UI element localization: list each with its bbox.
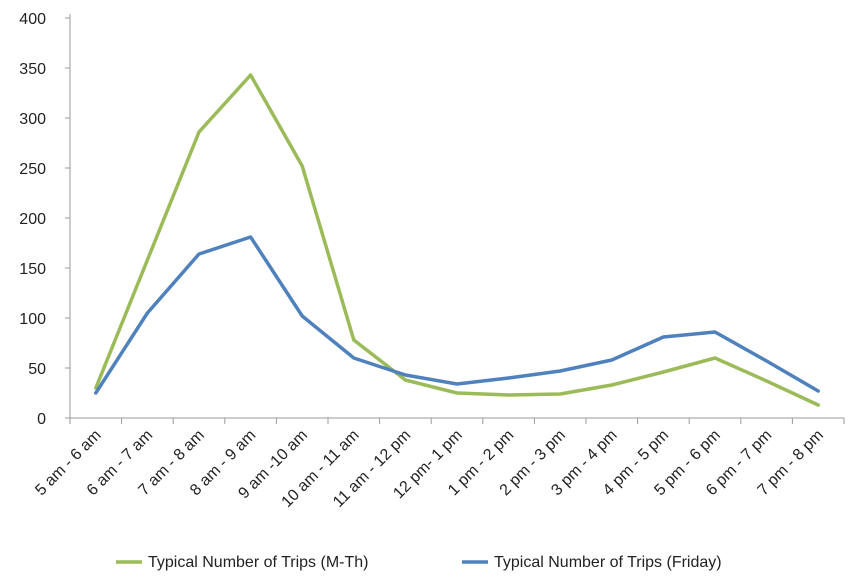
series-line-2 — [94, 235, 820, 395]
y-tick-label: 250 — [19, 161, 46, 178]
y-tick-label: 150 — [19, 261, 46, 278]
y-tick-label: 300 — [19, 111, 46, 128]
legend-label-1: Typical Number of Trips (M-Th) — [148, 554, 368, 571]
series-lines — [94, 73, 820, 407]
x-axis-ticks: 5 am - 6 am6 am - 7 am7 am - 8 am8 am - … — [32, 427, 827, 511]
legend: Typical Number of Trips (M-Th) Typical Nu… — [116, 554, 722, 571]
series-line-1 — [94, 73, 820, 407]
axes — [65, 14, 845, 424]
y-tick-label: 350 — [19, 61, 46, 78]
legend-label-2: Typical Number of Trips (Friday) — [494, 554, 722, 571]
y-tick-label: 200 — [19, 211, 46, 228]
y-tick-label: 100 — [19, 311, 46, 328]
y-tick-label: 0 — [37, 411, 46, 428]
y-tick-label: 400 — [19, 11, 46, 28]
y-tick-label: 50 — [28, 361, 46, 378]
y-axis-ticks: 0 50 100 150 200 250 300 350 400 — [19, 11, 46, 428]
